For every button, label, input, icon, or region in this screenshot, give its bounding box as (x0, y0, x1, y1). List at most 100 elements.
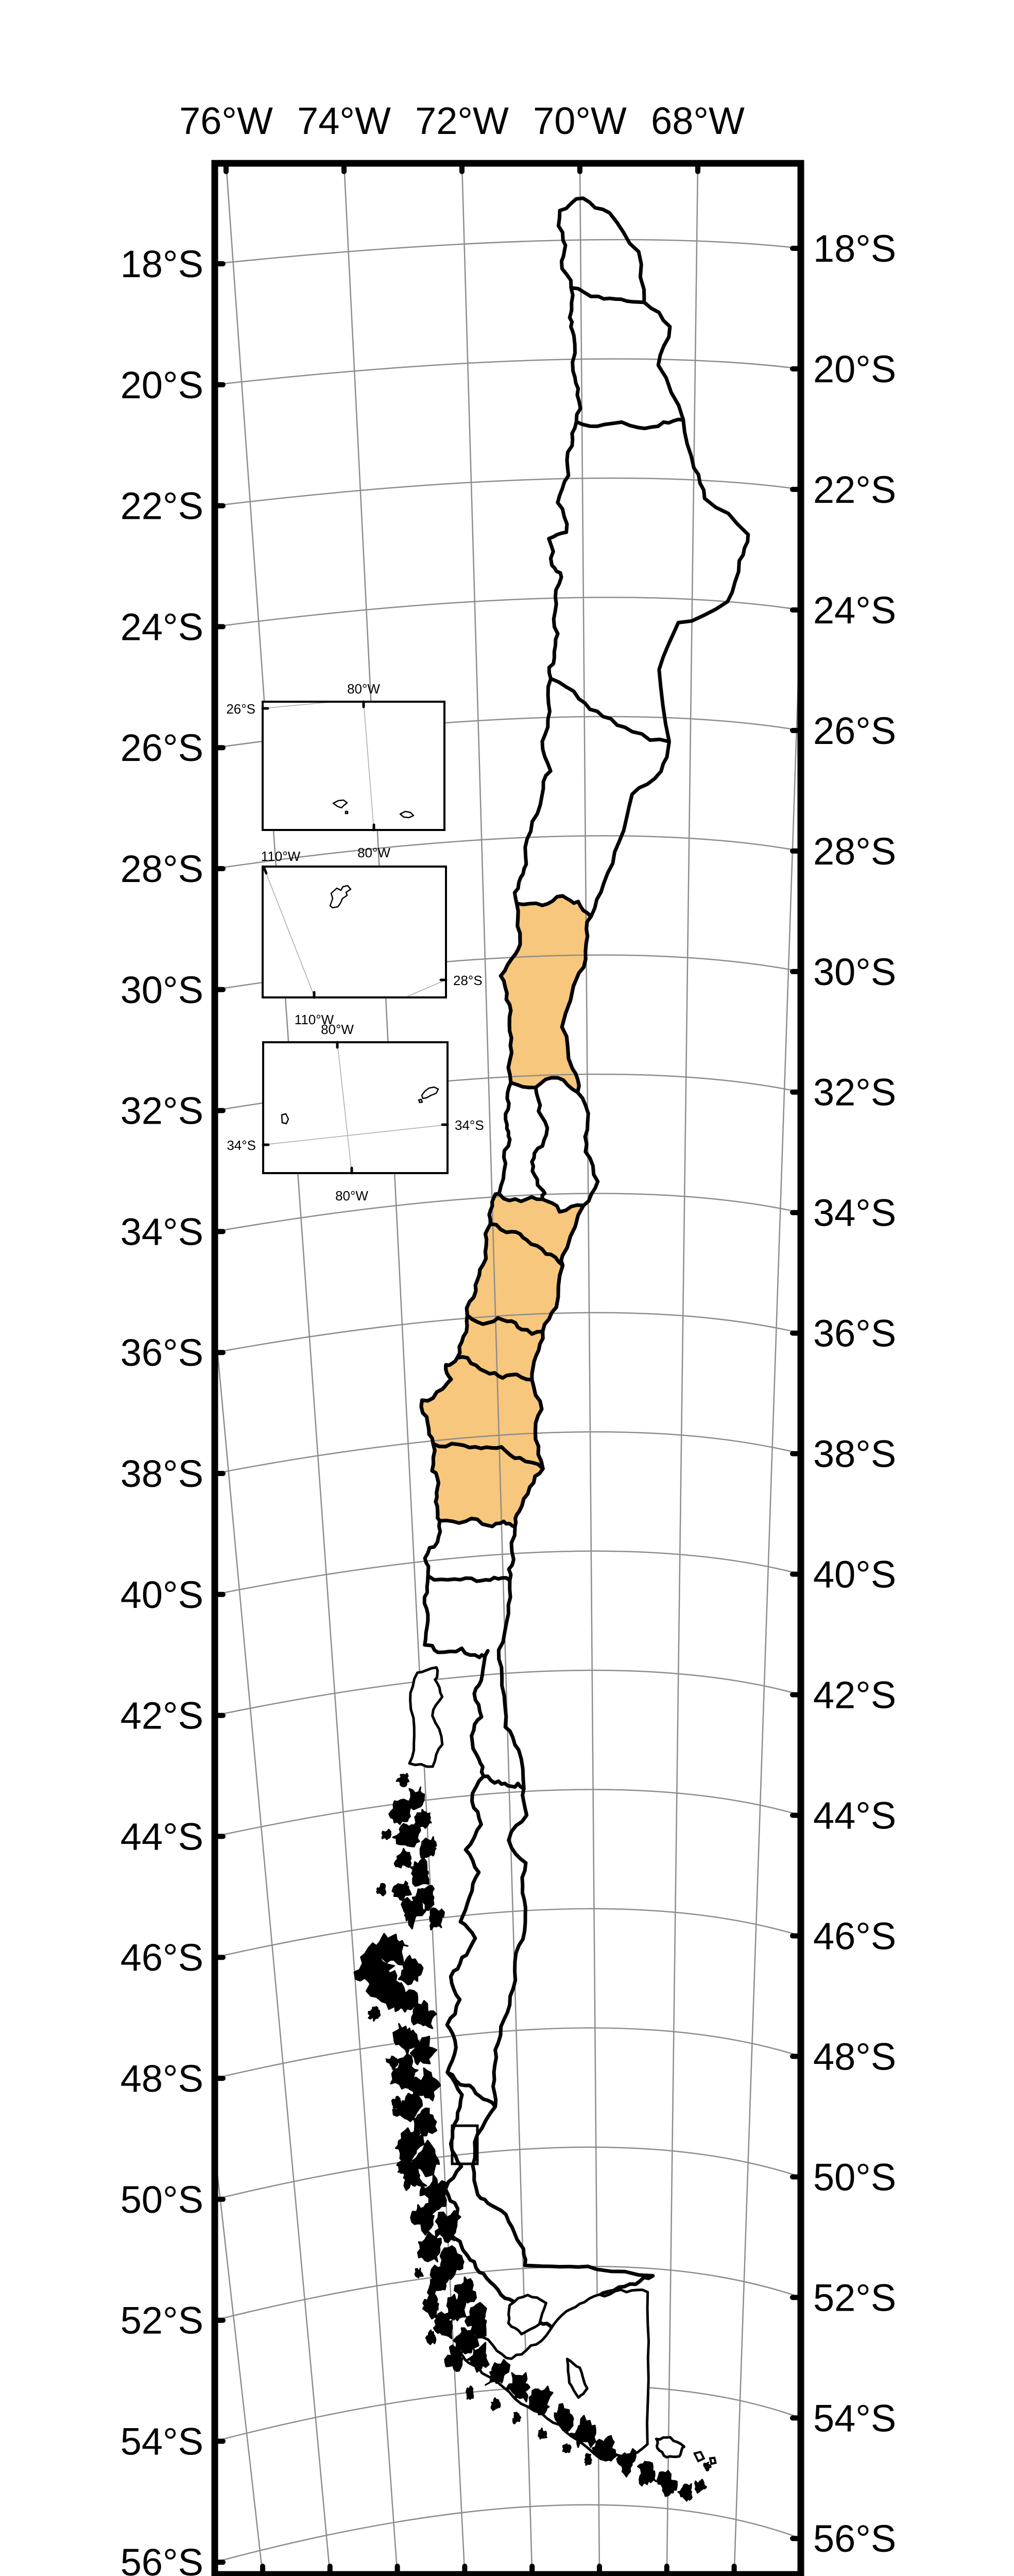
fjord-archipelago-blob (392, 1823, 421, 1848)
fjord-archipelago-blob (391, 1880, 412, 1901)
axis-labels: 76°W74°W72°W70°W68°W80°W76°W72°W68°W64°W… (121, 99, 897, 2576)
inset-meridian (264, 868, 315, 996)
right-axis-label: 36°S (813, 1312, 896, 1355)
graticule-meridian-74W (343, 163, 466, 2574)
right-axis-label: 40°S (813, 1553, 896, 1596)
graticule-layer (215, 163, 801, 2574)
graticule-meridian-76W (225, 163, 398, 2574)
fjord-archipelago-blob (562, 2443, 572, 2453)
fjord-archipelago-blob (353, 1942, 395, 1994)
right-axis-label: 48°S (813, 2035, 896, 2078)
graticule-parallel-42S (215, 1669, 801, 1716)
fjord-archipelago-blob (637, 2461, 657, 2487)
region-highlight-fill-r-coquimbo (501, 895, 591, 1093)
top-axis-label: 76°W (179, 99, 273, 142)
right-axis-label: 26°S (813, 709, 896, 752)
inset-axis-label: 110°W (261, 849, 301, 864)
inset-axis-label: 80°W (335, 1188, 368, 1204)
region-boundary-b6 (530, 1087, 549, 1200)
fjord-archipelago-blob (554, 2403, 574, 2432)
left-axis-label: 48°S (121, 2057, 203, 2100)
fjord-archipelago-blob (677, 2483, 693, 2502)
fjord-archipelago-blob (422, 2292, 439, 2319)
fjord-archipelago-blob (396, 2161, 409, 2175)
right-axis-label: 22°S (813, 468, 896, 511)
fjord-archipelago-blob (694, 2479, 707, 2494)
left-axis-label: 56°S (121, 2541, 203, 2576)
inset-border (262, 866, 447, 998)
inset-parallel (407, 979, 446, 997)
fjord-archipelago-blob (396, 1773, 410, 1787)
right-axis-label: 50°S (813, 2156, 896, 2198)
mainland-fill (421, 198, 748, 2384)
inset-island (399, 810, 415, 819)
fjord-archipelago-blob (368, 2006, 381, 2022)
inset-meridian (363, 702, 374, 830)
fjord-archipelago-blob (505, 2372, 530, 2402)
fjord-archipelago-blob (485, 2359, 511, 2386)
fjord-archipelago-blob (584, 2453, 592, 2466)
small-island-0 (693, 2450, 706, 2463)
outline-layer (353, 196, 750, 2502)
fjord-archipelago-blob (393, 1848, 412, 1869)
inset-island (332, 799, 348, 809)
fjord-archipelago-blob (414, 2267, 424, 2279)
dawson-island-outline (565, 2358, 589, 2399)
inset-parallel (263, 1124, 448, 1145)
study-area-rectangle (451, 2124, 479, 2165)
left-axis-label: 30°S (121, 969, 203, 1011)
fjord-archipelago-blob (703, 2462, 712, 2471)
fjord-archipelago-blob (392, 2092, 423, 2123)
inset-axis-label: 26°S (226, 701, 255, 717)
inset-island (329, 885, 352, 909)
graticule-parallel-22S (215, 477, 801, 506)
inset-easter: 110°W 110°W 28°S (261, 849, 483, 1027)
fjord-archipelago-blob (538, 2427, 547, 2440)
right-axis-label: 28°S (813, 830, 896, 873)
fjord-archipelago-blob (392, 2023, 422, 2056)
fjord-archipelago-blob (656, 2470, 678, 2497)
right-axis-label: 20°S (813, 348, 896, 391)
graticule-meridian-78W (215, 1315, 331, 2574)
fjord-archipelago-blob (429, 1907, 445, 1930)
region-boundary-b14 (484, 1774, 525, 1790)
fjord-archipelago-blob (411, 2000, 437, 2029)
fjord-archipelago-blob (381, 1828, 392, 1840)
inset-axis-label: 28°S (453, 973, 483, 988)
left-axis-label: 52°S (121, 2299, 203, 2342)
left-axis-label: 38°S (121, 1452, 203, 1495)
inset-axis-label: 80°W (321, 1022, 354, 1037)
right-axis-label: 44°S (813, 1794, 896, 1837)
fjord-archipelago-blob (435, 2210, 461, 2243)
fjord-archipelago-blob (385, 2055, 399, 2070)
fjord-archipelago-blob (616, 2448, 637, 2478)
region-boundary-b1 (571, 286, 645, 304)
graticule-parallel-18S (215, 239, 801, 265)
left-axis-label: 44°S (121, 1815, 203, 1858)
top-axis-label: 74°W (297, 99, 391, 142)
left-axis-label: 42°S (121, 1694, 203, 1737)
fjord-archipelago-blob (388, 1799, 412, 1825)
graticule-parallel-46S (215, 1908, 801, 1958)
fjord-archipelago-blob (528, 2385, 554, 2416)
fjord-archipelago-blob (376, 1883, 386, 1896)
inset-axis-label: 80°W (347, 681, 380, 697)
inset-island (345, 810, 349, 815)
tierra-del-fuego-outline (454, 2288, 650, 2462)
right-axis-label: 54°S (813, 2397, 896, 2439)
graticule-meridian-72W (461, 163, 533, 2574)
left-axis-label: 40°S (121, 1573, 203, 1616)
inset-desventuradas: 80°W 80°W 26°S (226, 681, 445, 860)
right-axis-label: 30°S (813, 951, 896, 993)
fjord-archipelago-blob (419, 1836, 437, 1859)
inset-border (262, 701, 445, 831)
right-axis-label: 38°S (813, 1433, 896, 1476)
right-axis-label: 34°S (813, 1192, 896, 1234)
region-outline-r-coquimbo (499, 894, 593, 1094)
fjord-archipelago-blob (466, 2342, 490, 2373)
region-highlight-fill-r-ohiggins (489, 1193, 584, 1266)
left-axis-label: 24°S (121, 605, 203, 648)
left-axis-label: 36°S (121, 1331, 203, 1374)
